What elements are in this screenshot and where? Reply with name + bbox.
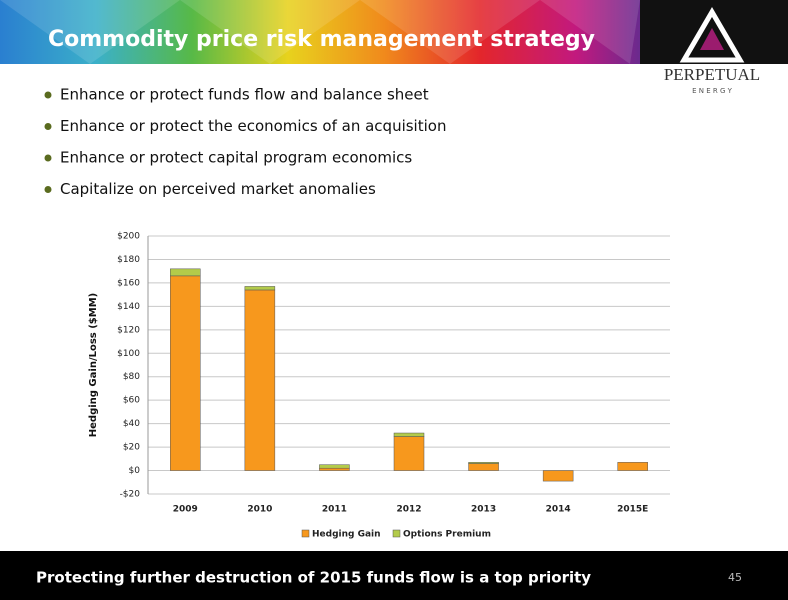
y-tick-label: $160 bbox=[117, 278, 140, 288]
y-tick-label: $0 bbox=[129, 466, 141, 476]
x-tick-label: 2013 bbox=[471, 505, 496, 515]
y-tick-label: $40 bbox=[123, 419, 140, 429]
y-tick-label: $80 bbox=[123, 372, 140, 382]
y-tick-label: -$20 bbox=[120, 490, 141, 500]
legend-label: Hedging Gain bbox=[312, 530, 381, 540]
legend-label: Options Premium bbox=[403, 530, 491, 540]
x-tick-label: 2015E bbox=[617, 505, 648, 515]
bar-segment bbox=[468, 463, 499, 471]
bar-segment bbox=[468, 462, 499, 464]
y-tick-label: $180 bbox=[117, 255, 140, 265]
bullet-list: Enhance or protect funds flow and balanc… bbox=[44, 86, 446, 198]
bullet-text: Enhance or protect funds flow and balanc… bbox=[60, 86, 429, 104]
y-tick-label: $20 bbox=[123, 443, 140, 453]
bar-segment bbox=[319, 467, 350, 471]
slide-title: Commodity price risk management strategy bbox=[48, 27, 595, 52]
footer-bar bbox=[0, 551, 788, 600]
bar-segment bbox=[542, 470, 574, 482]
y-tick-label: $120 bbox=[117, 325, 140, 335]
bar-segment bbox=[393, 432, 425, 437]
bullet-dot bbox=[44, 154, 52, 162]
bar-segment bbox=[170, 275, 201, 471]
logo-inner bbox=[700, 28, 724, 50]
x-tick-label: 2011 bbox=[322, 505, 347, 515]
header-banner bbox=[0, 0, 640, 64]
bullet-dot bbox=[44, 186, 52, 193]
bar-segment bbox=[393, 436, 425, 471]
y-tick-label: $200 bbox=[117, 232, 140, 242]
bar-segment bbox=[170, 268, 201, 277]
bullet-dot bbox=[44, 123, 52, 130]
bar-segment bbox=[319, 464, 350, 469]
bullet-text: Enhance or protect the economics of an a… bbox=[60, 117, 446, 135]
x-tick-label: 2012 bbox=[396, 505, 421, 515]
bullet-text: Enhance or protect capital program econo… bbox=[60, 149, 412, 167]
logo-sub: E N E R G Y bbox=[692, 87, 732, 95]
y-tick-label: $60 bbox=[123, 396, 140, 406]
x-tick-label: 2014 bbox=[546, 505, 571, 515]
y-axis-title: Hedging Gain/Loss ($MM) bbox=[88, 293, 99, 437]
legend-swatch bbox=[301, 529, 310, 538]
bar-segment bbox=[244, 286, 276, 291]
logo-name: PERPETUAL bbox=[664, 65, 760, 84]
x-tick-label: 2010 bbox=[247, 505, 272, 515]
page-number: 45 bbox=[728, 571, 742, 584]
footer-text: Protecting further destruction of 2015 f… bbox=[36, 569, 591, 587]
bar-segment bbox=[617, 462, 648, 471]
legend-swatch bbox=[392, 529, 401, 538]
x-tick-label: 2009 bbox=[173, 505, 198, 515]
bullet-dot bbox=[44, 91, 52, 99]
y-tick-label: $100 bbox=[117, 349, 140, 359]
chart: -$20 $0 $20 $40 $60 $80 $100 $120 $140 $160 $180 $2… bbox=[88, 232, 670, 540]
y-tick-label: $140 bbox=[117, 302, 140, 312]
banner-facets bbox=[0, 0, 640, 64]
logo-mark bbox=[679, 7, 745, 63]
bullet-text: Capitalize on perceived market anomalies bbox=[60, 180, 376, 198]
bar-segment bbox=[244, 289, 276, 471]
